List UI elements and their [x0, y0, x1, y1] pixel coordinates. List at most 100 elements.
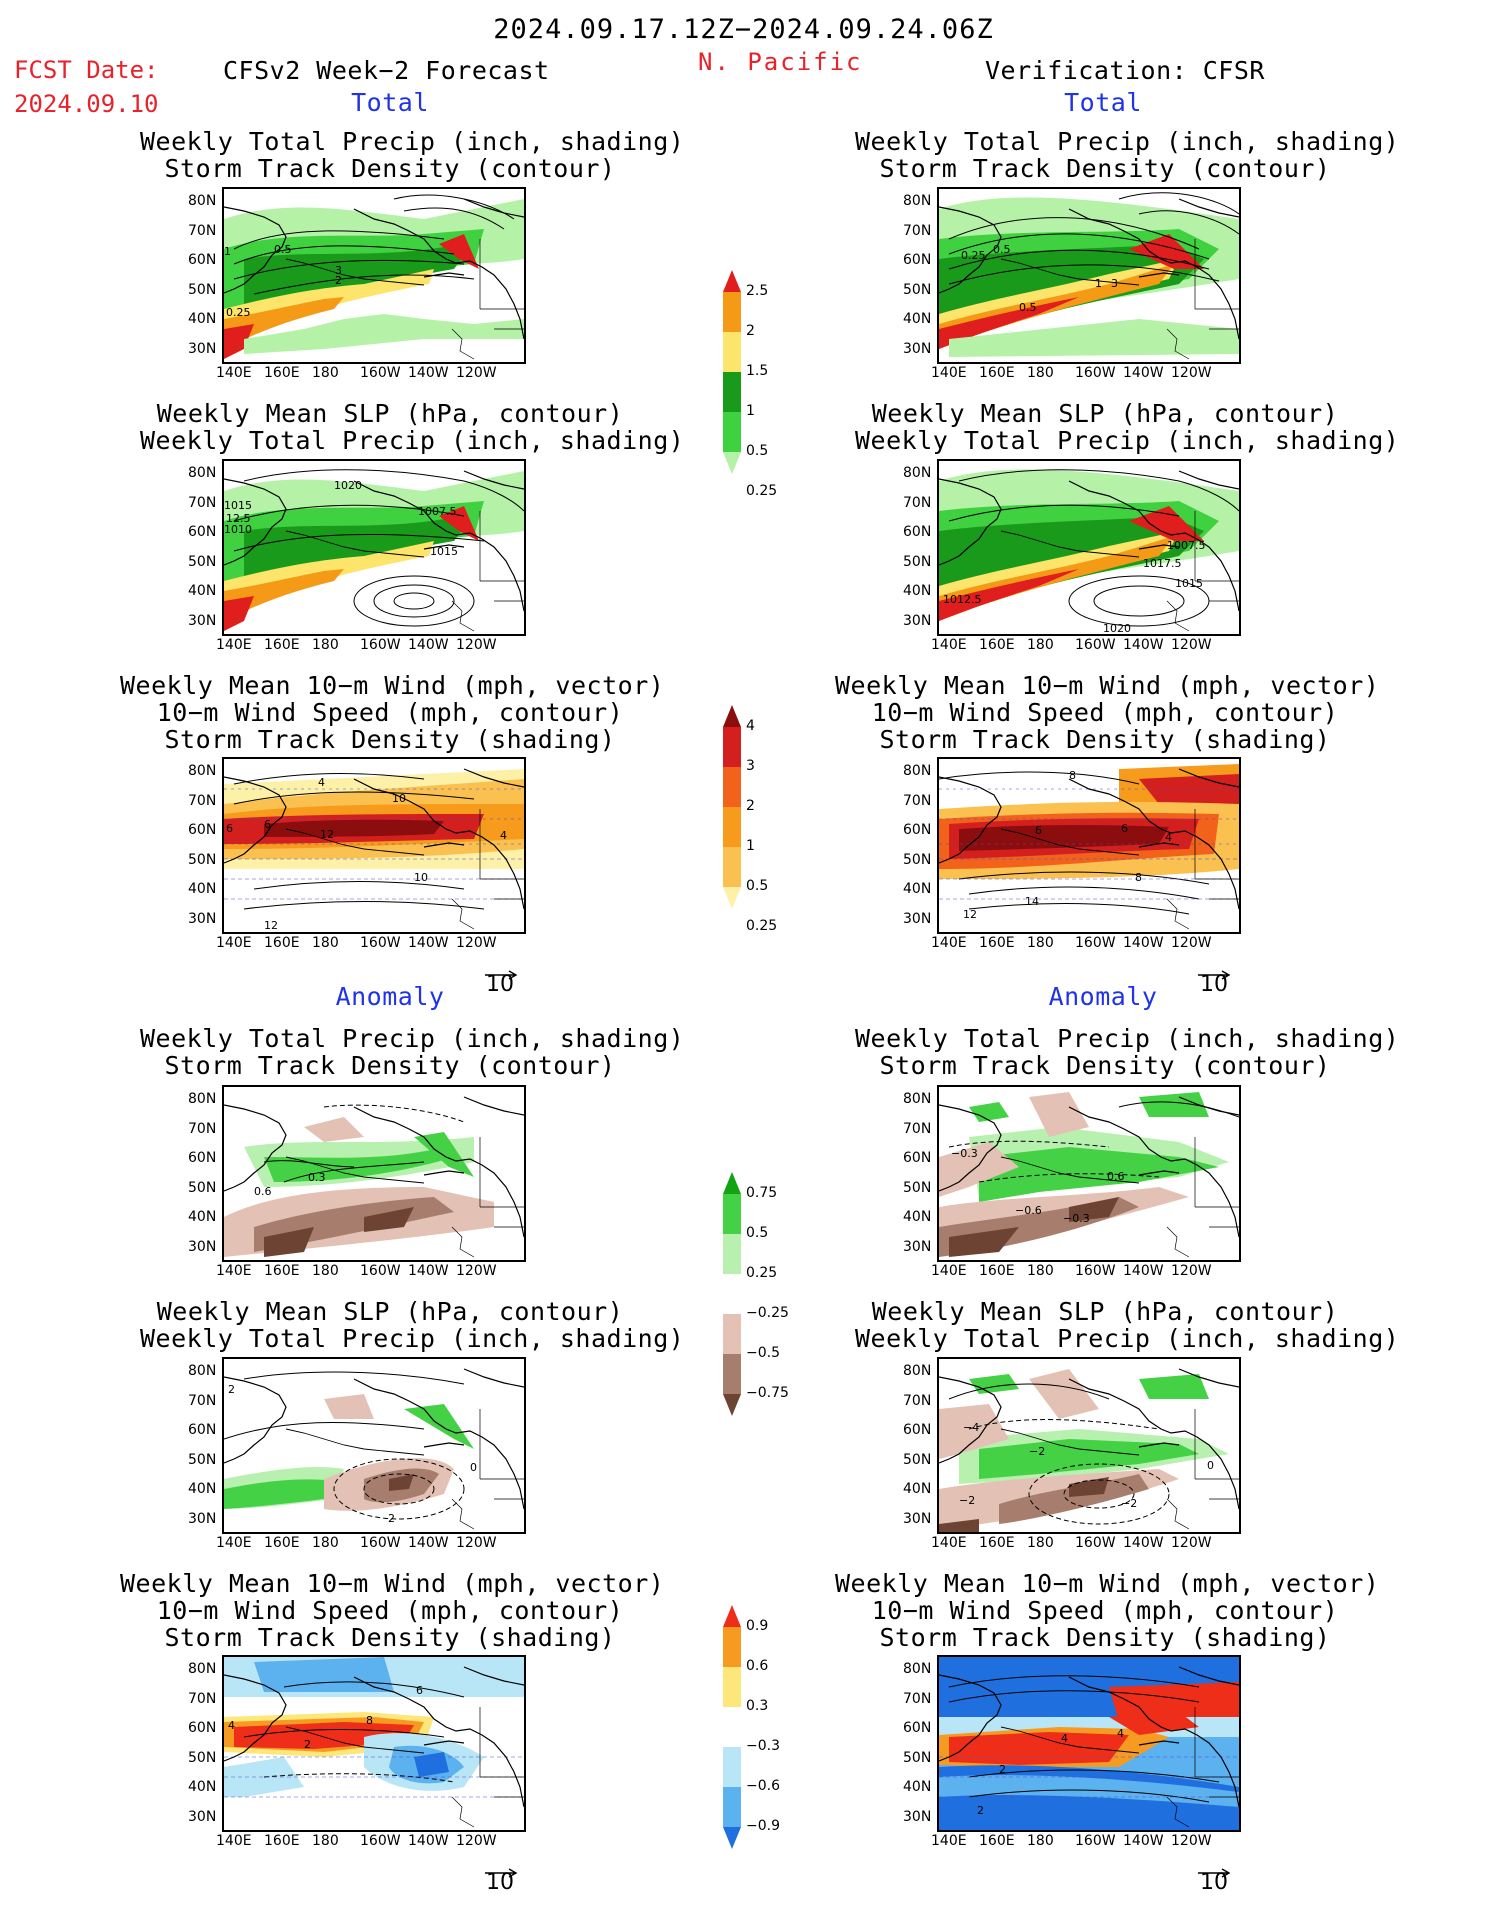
contour-label: 12.5: [226, 512, 251, 525]
lat-tick-label: 40N: [903, 1779, 932, 1795]
colorbar-graphic: [723, 1172, 741, 1416]
vector-ref-arrow-4: [1196, 1863, 1232, 1882]
region-title: N. Pacific: [698, 48, 863, 76]
lat-tick-label: 30N: [903, 1808, 932, 1825]
contour-label: 10: [392, 792, 406, 805]
colorbar-segment: [723, 1234, 741, 1274]
lon-tick-label: 140E: [931, 365, 967, 381]
contour-label: 12: [264, 919, 278, 932]
contour-label: 1010: [224, 523, 252, 536]
lon-tick-label: 180: [312, 1833, 339, 1849]
lat-tick-label: 40N: [188, 1779, 217, 1795]
lon-tick-label: 140W: [1123, 1535, 1164, 1551]
contour-label: 0.6: [1107, 1170, 1125, 1183]
lon-tick-label: 180: [1027, 1263, 1054, 1279]
lon-tick-label: 160E: [979, 365, 1015, 381]
colorbar-segment: [723, 705, 741, 727]
contour-label: 0.5: [1019, 301, 1037, 314]
colorbar-segment: [723, 1667, 741, 1707]
panel-10-slp-precip-anom-verif: −4 −2 −2 −2 0: [937, 1357, 1241, 1534]
contour-label: 3: [335, 264, 342, 277]
lat-tick-label: 50N: [903, 1451, 932, 1468]
lat-tick-label: 70N: [188, 792, 217, 809]
contour-label: 12: [963, 908, 977, 921]
lon-tick-label: 160W: [1075, 1833, 1116, 1849]
anomaly-label-right: Anomaly: [1048, 982, 1158, 1011]
lon-tick-label: 140W: [1123, 637, 1164, 653]
lat-tick-label: 80N: [903, 1661, 932, 1677]
colorbar-segment: [723, 270, 741, 292]
lon-tick-label: 160W: [1075, 935, 1116, 951]
lat-tick-label: 60N: [188, 822, 217, 838]
colorbar-segment: [723, 1827, 741, 1849]
lon-tick-label: 160E: [979, 935, 1015, 951]
lon-tick-label: 140W: [1123, 1263, 1164, 1279]
lon-tick-label: 140W: [408, 365, 449, 381]
colorbar-label: 0.6: [746, 1658, 769, 1674]
lon-tick-label: 160W: [1075, 365, 1116, 381]
colorbar-segment: [723, 1314, 741, 1354]
lat-tick-label: 80N: [903, 763, 932, 779]
panel-8-precip-storm-anom-verif: −0.3 0.6 −0.6 −0.3: [937, 1085, 1241, 1262]
lat-tick-label: 50N: [188, 553, 217, 570]
lon-tick-label: 160E: [979, 1263, 1015, 1279]
lat-tick-label: 40N: [188, 311, 217, 327]
lon-tick-label: 180: [312, 637, 339, 653]
colorbar-segment: [723, 1627, 741, 1667]
colorbar-label: 0.5: [746, 878, 769, 894]
lat-tick-label: 70N: [903, 1120, 932, 1137]
lon-tick-label: 140E: [931, 1833, 967, 1849]
lon-tick-label: 160E: [264, 1833, 300, 1849]
lat-tick-label: 30N: [188, 1808, 217, 1825]
contour-label: 1015: [1175, 577, 1203, 590]
lat-tick-label: 80N: [188, 1661, 217, 1677]
colorbar-label: 0.25: [746, 483, 778, 499]
contour-label: 14: [1025, 895, 1039, 908]
colorbar-label: −0.5: [746, 1345, 780, 1361]
contour-label: 1015: [224, 499, 252, 512]
lon-tick-label: 160W: [360, 1263, 401, 1279]
colorbar-segment: [723, 1747, 741, 1787]
lat-tick-label: 70N: [903, 222, 932, 239]
panel-9-title: Weekly Mean SLP (hPa, contour) Weekly Tot…: [140, 1297, 685, 1353]
lon-tick-label: 140W: [1123, 1833, 1164, 1849]
colorbar-segment: [723, 807, 741, 847]
colorbar-graphic: [723, 705, 741, 909]
lat-tick-label: 30N: [903, 612, 932, 629]
contour-label: 12: [320, 828, 334, 841]
contour-label: −2: [1029, 1445, 1045, 1458]
colorbar-label: −0.9: [746, 1818, 780, 1834]
lat-tick-label: 50N: [188, 851, 217, 868]
lat-tick-label: 30N: [188, 910, 217, 927]
contour-label: 10: [414, 871, 428, 884]
verification-title: Verification: CFSR: [985, 56, 1265, 85]
lat-tick-label: 70N: [188, 1392, 217, 1409]
lon-tick-label: 160W: [1075, 1535, 1116, 1551]
contour-label: −0.6: [1015, 1204, 1042, 1217]
panel-2-precip-storm-verif: 0.25 0.5 1 3 0.5: [937, 187, 1241, 364]
contour-label: 4: [228, 1719, 235, 1732]
contour-label: 0.6: [254, 1185, 272, 1198]
lat-tick-label: 40N: [188, 1209, 217, 1225]
lat-tick-label: 80N: [903, 1091, 932, 1107]
lon-tick-label: 140W: [1123, 365, 1164, 381]
lon-tick-label: 160E: [264, 1535, 300, 1551]
lon-tick-label: 120W: [1171, 1263, 1212, 1279]
contour-label: 1007.5: [418, 505, 457, 518]
lon-tick-label: 140E: [216, 935, 252, 951]
lat-tick-label: 60N: [903, 822, 932, 838]
colorbar-label: 1.5: [746, 363, 769, 379]
lat-tick-label: 60N: [903, 1720, 932, 1736]
contour-label: 4: [1061, 1732, 1068, 1745]
lon-tick-label: 160W: [1075, 1263, 1116, 1279]
vector-ref-label-4: 10: [1200, 1870, 1228, 1895]
contour-label: 2: [977, 1804, 984, 1817]
colorbar-graphic: [723, 270, 741, 474]
contour-label: 4: [318, 776, 325, 789]
contour-label: 4: [500, 829, 507, 842]
lat-tick-label: 70N: [903, 792, 932, 809]
lat-tick-label: 30N: [188, 1238, 217, 1255]
contour-label: 1012.5: [943, 593, 982, 606]
lon-tick-label: 140E: [216, 1535, 252, 1551]
lat-tick-label: 50N: [903, 851, 932, 868]
